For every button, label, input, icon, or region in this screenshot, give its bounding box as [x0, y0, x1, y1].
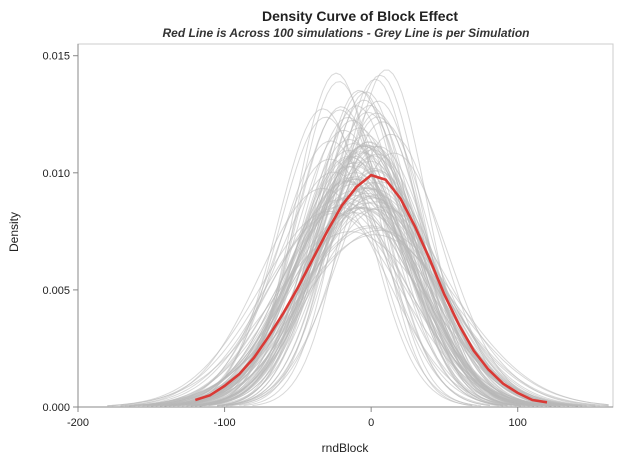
simulation-density-line [146, 207, 587, 407]
simulation-curves [107, 69, 609, 407]
simulation-density-line [225, 121, 539, 407]
simulation-density-line [138, 229, 609, 407]
y-tick-label: 0.015 [42, 51, 70, 63]
y-tick-label: 0.000 [42, 402, 70, 414]
simulation-density-line [164, 206, 600, 407]
x-tick-label: -100 [214, 417, 236, 429]
simulation-density-line [204, 145, 543, 407]
chart-subtitle: Red Line is Across 100 simulations - Gre… [163, 26, 530, 40]
x-axis-label: rndBlock [322, 441, 370, 455]
simulation-density-line [155, 208, 596, 407]
simulation-density-line [239, 78, 512, 406]
simulation-density-line [107, 231, 596, 407]
x-tick-label: 100 [509, 417, 527, 429]
y-tick-label: 0.010 [42, 168, 70, 180]
y-axis-ticks: 0.000 0.005 0.010 0.015 [42, 51, 78, 414]
simulation-density-line [190, 168, 561, 407]
simulation-density-line [199, 72, 473, 407]
simulation-density-line [217, 90, 504, 407]
y-axis-label: Density [7, 212, 21, 252]
summary-density-line [194, 173, 548, 404]
chart-title: Density Curve of Block Effect [262, 8, 458, 24]
x-tick-label: 0 [368, 417, 374, 429]
simulation-density-line [129, 211, 578, 407]
y-tick-label: 0.005 [42, 285, 70, 297]
simulation-density-line [182, 129, 504, 407]
simulation-density-line [124, 234, 609, 407]
simulation-density-line [133, 225, 609, 407]
x-axis-ticks: -200 -100 0 100 [67, 407, 527, 429]
x-tick-label: -200 [67, 417, 89, 429]
simulation-density-line [133, 203, 561, 407]
